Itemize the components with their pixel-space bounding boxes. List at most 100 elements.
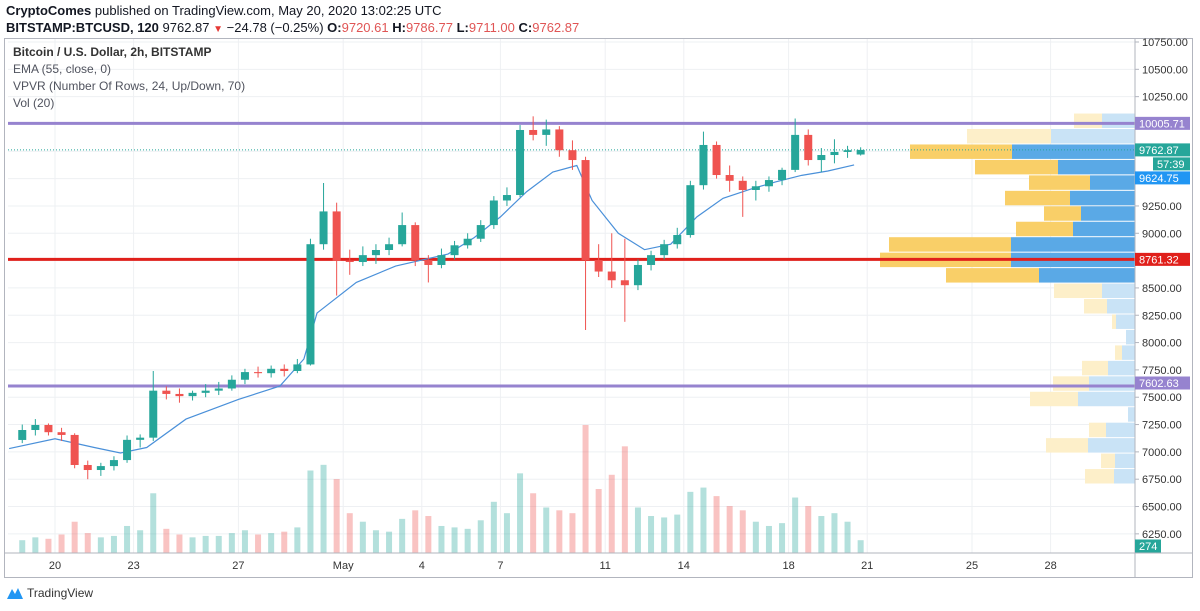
volume-bar: [595, 489, 602, 553]
vpvr-up-bar: [1107, 299, 1135, 314]
price-tick-label: 8250.00: [1142, 310, 1182, 322]
price-tick-label: 7250.00: [1142, 420, 1182, 432]
price-tick-label: 10750.00: [1142, 37, 1188, 49]
volume-bar: [346, 513, 353, 553]
volume-bar: [425, 516, 432, 553]
vpvr-down-bar: [1016, 221, 1073, 237]
legend-title: Bitcoin / U.S. Dollar, 2h, BITSTAMP: [13, 45, 212, 59]
open-label: O:: [327, 20, 342, 35]
vpvr-down-bar: [910, 144, 1012, 159]
brand-name: TradingView: [27, 586, 94, 600]
price-tick-label: 6750.00: [1142, 474, 1182, 486]
volume-bar: [320, 464, 327, 553]
volume-bar: [307, 470, 314, 553]
volume-bar: [215, 535, 222, 553]
close-label: C:: [518, 20, 533, 35]
vpvr-up-bar: [1078, 391, 1135, 407]
candle-body: [83, 464, 92, 471]
volume-bar: [281, 531, 288, 553]
vpvr-up-bar: [1116, 314, 1135, 329]
time-tick-label: 7: [497, 560, 503, 572]
volume-bar: [517, 473, 524, 553]
candle-body: [254, 372, 263, 374]
vpvr-up-bar: [1039, 268, 1135, 283]
vpvr-down-bar: [967, 129, 1051, 144]
last-price-label-bg: [1135, 143, 1190, 157]
candle-body: [201, 390, 210, 393]
time-tick-label: 21: [861, 560, 873, 572]
volume-bar: [137, 530, 144, 553]
price-tick-label: 10500.00: [1142, 64, 1188, 76]
volume-bar: [844, 521, 851, 553]
candle-body: [843, 150, 852, 152]
ema-price-label-bg: [1135, 171, 1190, 185]
volume-bar: [765, 525, 772, 553]
price-tick-label: 7000.00: [1142, 447, 1182, 459]
volume-bar: [268, 533, 275, 553]
volume-bar: [386, 531, 393, 553]
vpvr-up-bar: [1070, 190, 1135, 206]
candle-body: [44, 424, 53, 433]
vpvr-up-bar: [1108, 360, 1135, 376]
volume-bar: [608, 474, 615, 553]
author-name[interactable]: CryptoComes: [6, 3, 92, 18]
volume-bar: [477, 520, 484, 553]
vpvr-down-bar: [1030, 391, 1078, 407]
vpvr-down-bar: [1044, 206, 1081, 221]
legend-vpvr[interactable]: VPVR (Number Of Rows, 24, Up/Down, 70): [13, 79, 246, 93]
chart-frame[interactable]: [4, 38, 1193, 578]
volume-bar: [661, 517, 668, 553]
candle-body: [175, 393, 184, 397]
volume-bar: [163, 528, 170, 553]
candle-body: [96, 466, 105, 471]
volume-bar: [582, 425, 589, 553]
candle-body: [149, 390, 158, 438]
volume-bar: [700, 487, 707, 553]
volume-bar: [634, 507, 641, 553]
candle-body: [594, 260, 603, 272]
vpvr-down-bar: [889, 237, 1011, 252]
legend-ema[interactable]: EMA (55, close, 0): [13, 62, 112, 76]
vpvr-up-bar: [1114, 469, 1135, 484]
volume-bar: [333, 479, 340, 553]
price-tick-label: 6250.00: [1142, 529, 1182, 541]
legend-volume[interactable]: Vol (20): [13, 96, 55, 110]
high-label: H:: [392, 20, 406, 35]
candle-body: [529, 129, 538, 135]
tradingview-logo[interactable]: TradingView: [6, 586, 93, 600]
candle-body: [332, 211, 341, 261]
time-tick-label: 20: [49, 560, 61, 572]
vpvr-down-bar: [1089, 422, 1106, 438]
level-price-label-bg: [1135, 376, 1190, 390]
volume-bar: [58, 534, 65, 553]
vpvr-up-bar: [1106, 422, 1135, 438]
open-value: 9720.61: [341, 20, 389, 35]
volume-bar: [805, 506, 812, 553]
volume-bar: [228, 533, 235, 553]
price-tick-label: 9250.00: [1142, 201, 1182, 213]
candle-body: [280, 368, 289, 371]
level-price-label: 7602.63: [1139, 378, 1179, 390]
time-tick-label: 11: [599, 560, 610, 572]
volume-bar: [241, 530, 248, 553]
price-tick-label: 8500.00: [1142, 283, 1182, 295]
candle-body: [398, 225, 407, 245]
close-value: 9762.87: [532, 20, 580, 35]
candle-body: [764, 180, 773, 187]
price-tick-label: 7500.00: [1142, 392, 1182, 404]
volume-bar: [124, 525, 131, 553]
last-price-label: 9762.87: [1139, 145, 1179, 157]
time-tick-label: 27: [232, 560, 244, 572]
volume-bar: [32, 537, 39, 553]
volume-bar: [255, 534, 262, 553]
vpvr-down-bar: [1101, 453, 1115, 469]
candle-body: [227, 379, 236, 389]
candle-body: [660, 244, 669, 256]
vpvr-up-bar: [1122, 345, 1135, 360]
vpvr-up-bar: [1081, 206, 1135, 221]
time-tick-label: 28: [1044, 560, 1056, 572]
candle-body: [293, 364, 302, 371]
vpvr-up-bar: [1011, 237, 1135, 252]
symbol-info: BITSTAMP:BTCUSD, 120 9762.87 ▼ −24.78 (−…: [6, 20, 579, 35]
